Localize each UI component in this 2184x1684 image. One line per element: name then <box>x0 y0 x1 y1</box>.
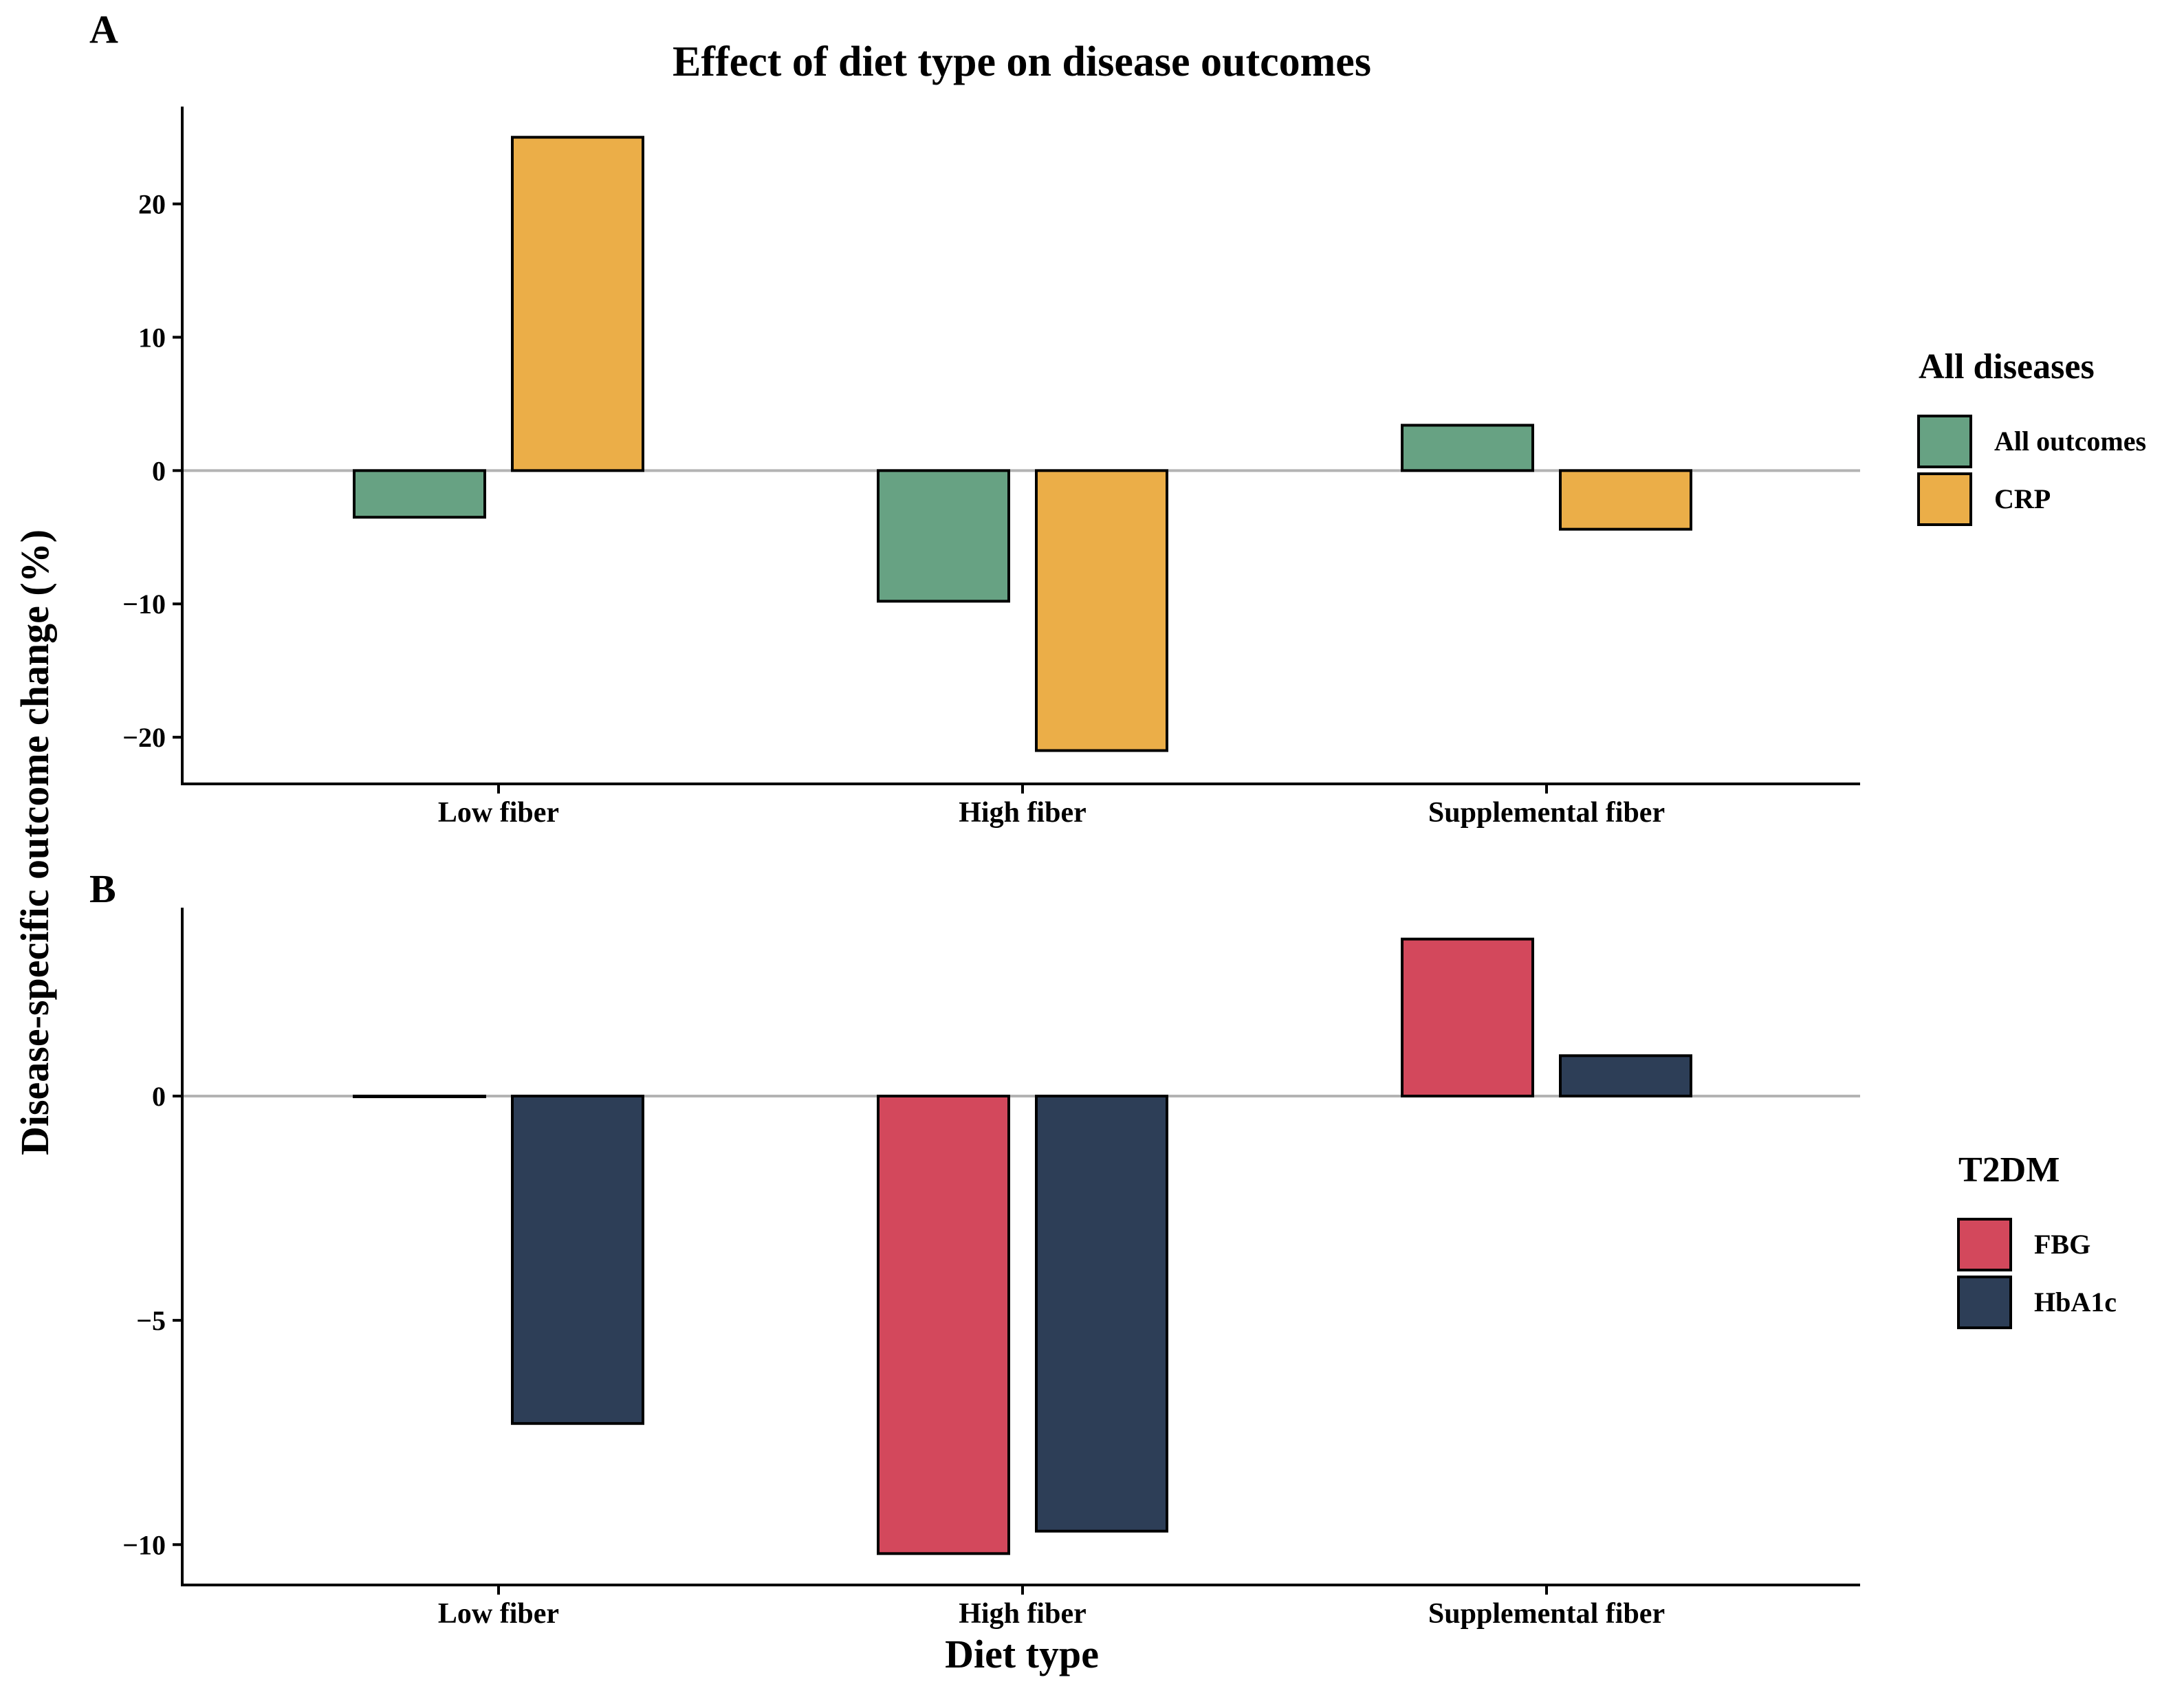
panel-a: A Low fiber High fiber Supplemental fiber −2… <box>89 7 2146 829</box>
y-tick-label: −10 <box>122 1529 166 1560</box>
y-tick-label: −10 <box>122 589 166 620</box>
x-tick-label: Low fiber <box>438 797 559 829</box>
y-tick-label: 10 <box>138 322 166 353</box>
x-tick-label: Supplemental fiber <box>1428 1598 1665 1630</box>
x-axis-title: Diet type <box>945 1632 1099 1676</box>
legend-swatch <box>1957 1218 2012 1271</box>
legend-swatch <box>1917 415 1972 468</box>
panel-label: B <box>89 866 116 911</box>
y-tick-label: −5 <box>136 1305 166 1336</box>
y-tick-label: −20 <box>122 722 166 753</box>
y-axis-title: Disease-specific outcome change (%) <box>12 529 57 1155</box>
x-tick-label: High fiber <box>959 1598 1086 1630</box>
x-tick-label: Supplemental fiber <box>1428 797 1665 829</box>
bar-all-outcomes-0 <box>353 469 486 519</box>
bar-crp-1 <box>1035 469 1168 752</box>
bar-all-outcomes-2 <box>1401 424 1534 472</box>
bar-crp-0 <box>511 135 644 472</box>
legend-label: FBG <box>2034 1229 2090 1260</box>
bar-hba1c-2 <box>1559 1054 1692 1097</box>
panel-b: B Low fiber High fiber Supplemental fiber −1… <box>89 866 2117 1630</box>
x-tick-label: Low fiber <box>438 1598 559 1630</box>
legend-title: T2DM <box>1958 1150 2060 1190</box>
bar-fbg-2 <box>1401 937 1534 1097</box>
x-tick-label: High fiber <box>959 797 1086 829</box>
chart-title: Effect of diet type on disease outcomes <box>673 39 1371 85</box>
legend-title: All diseases <box>1919 347 2095 386</box>
legend-swatch <box>1957 1276 2012 1329</box>
y-tick-label: 0 <box>152 1081 166 1112</box>
panel-label: A <box>89 7 118 52</box>
bar-crp-2 <box>1559 469 1692 531</box>
bar-all-outcomes-1 <box>877 469 1010 603</box>
legend-swatch <box>1917 472 1972 526</box>
bar-hba1c-1 <box>1035 1094 1168 1533</box>
y-tick-label: 0 <box>152 455 166 486</box>
legend-label: HbA1c <box>2034 1287 2117 1317</box>
y-tick-label: 20 <box>138 189 166 220</box>
bar-fbg-0 <box>353 1094 486 1098</box>
legend-label: CRP <box>1994 483 2051 514</box>
bar-hba1c-0 <box>511 1094 644 1425</box>
legend-label: All outcomes <box>1994 426 2146 457</box>
bar-fbg-1 <box>877 1094 1010 1555</box>
